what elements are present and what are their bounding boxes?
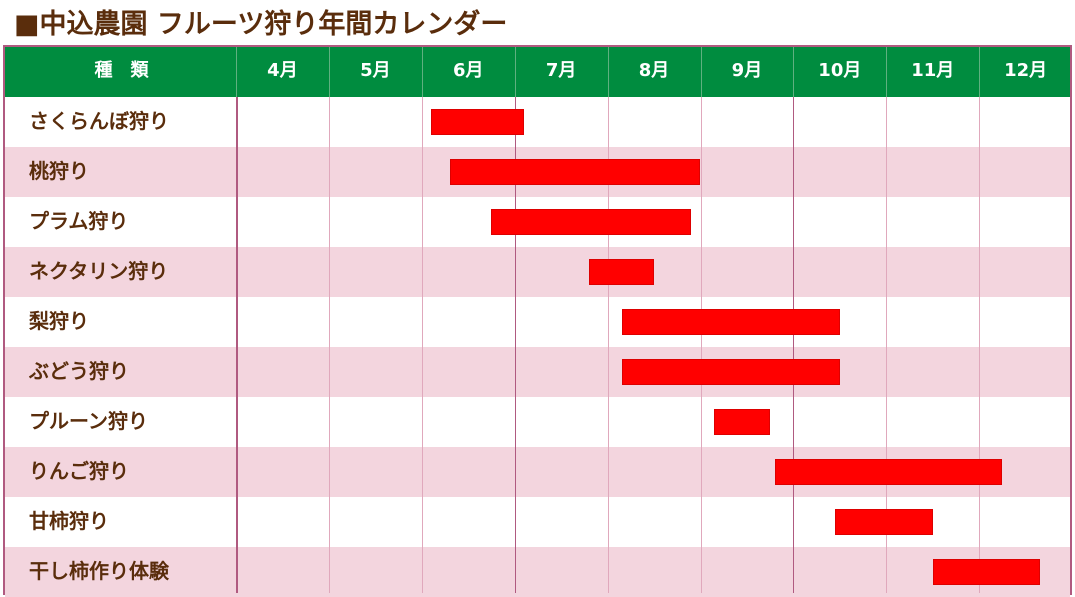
grid-line: [607, 97, 609, 593]
month-header: 11月: [911, 60, 955, 81]
header-separator: [236, 47, 237, 97]
season-bar: [714, 409, 771, 435]
table-row: ネクタリン狩り: [5, 247, 1070, 297]
table-row: 干し柿作り体験: [5, 547, 1070, 597]
month-header: 10月: [818, 60, 862, 81]
season-bar: [491, 209, 692, 235]
month-header: 9月: [731, 60, 763, 81]
header-separator: [514, 47, 516, 97]
grid-line: [793, 97, 795, 593]
header-separator: [700, 47, 702, 97]
header-separator: [886, 47, 888, 97]
table-row: さくらんぼ狩り: [5, 97, 1070, 147]
fruit-label: 甘柿狩り: [29, 509, 109, 533]
fruit-label: さくらんぼ狩り: [29, 109, 169, 133]
header-separator: [328, 47, 330, 97]
grid-line: [886, 97, 888, 593]
table-row: 甘柿狩り: [5, 497, 1070, 547]
season-bar: [932, 559, 1040, 585]
fruit-label: プルーン狩り: [29, 409, 148, 433]
month-header: 4月: [267, 60, 298, 81]
table-row: 梨狩り: [5, 297, 1070, 347]
header-separator: [979, 47, 981, 97]
month-header: 12月: [1004, 60, 1048, 81]
fruit-label: ネクタリン狩り: [29, 259, 169, 283]
season-bar: [431, 109, 524, 135]
month-header: 6月: [452, 60, 484, 81]
fruit-label: 梨狩り: [29, 309, 89, 333]
grid-line: [979, 97, 981, 593]
season-bar: [774, 459, 1003, 485]
header-separator: [793, 47, 795, 97]
fruit-label: 桃狩り: [29, 159, 89, 183]
season-bar: [589, 259, 655, 285]
fruit-label: りんご狩り: [29, 459, 129, 483]
month-header: 8月: [638, 60, 670, 81]
grid-line: [236, 97, 238, 593]
season-bar: [621, 309, 840, 335]
month-header: 7月: [545, 60, 577, 81]
fruit-calendar-table: 種 類 4月 5月 6月 7月 8月 9月 10月 11月 12月 さくらんぼ狩り 桃狩りプラム狩…: [3, 45, 1072, 597]
grid-line: [700, 97, 702, 593]
table-row: プルーン狩り: [5, 397, 1070, 447]
grid-line: [328, 97, 330, 593]
fruit-label: 干し柿作り体験: [29, 559, 169, 583]
fruit-label: プラム狩り: [29, 209, 129, 233]
season-bar: [449, 159, 701, 185]
header-separator: [607, 47, 609, 97]
grid-line: [514, 97, 516, 593]
fruit-label: ぶどう狩り: [29, 359, 129, 383]
season-bar: [621, 359, 840, 385]
category-header: 種 類: [94, 60, 149, 81]
table-row: プラム狩り: [5, 197, 1070, 247]
table-row: ぶどう狩り: [5, 347, 1070, 397]
header-separator: [421, 47, 423, 97]
season-bar: [835, 509, 933, 535]
grid-line: [421, 97, 423, 593]
month-header: 5月: [360, 60, 391, 81]
page-title: ■中込農園 フルーツ狩り年間カレンダー: [14, 9, 508, 40]
header-row: 種 類 4月 5月 6月 7月 8月 9月 10月 11月 12月: [5, 47, 1070, 97]
